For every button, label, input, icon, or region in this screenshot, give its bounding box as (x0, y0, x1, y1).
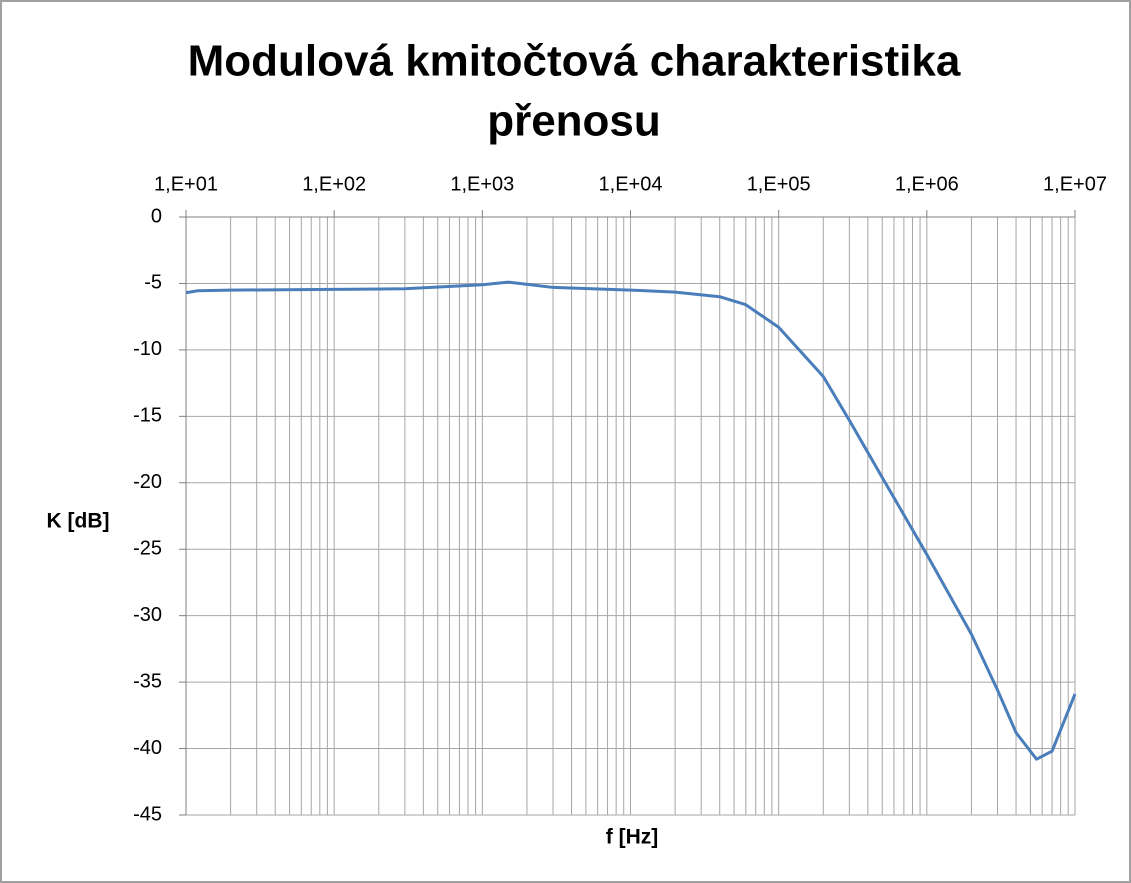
y-tick-label: -45 (133, 803, 162, 825)
y-tick-label: -15 (133, 405, 162, 427)
x-tick-label: 1,E+04 (599, 173, 663, 195)
y-tick-label: -5 (144, 272, 162, 294)
x-axis-label: f [Hz] (606, 826, 658, 849)
y-tick-label: -35 (133, 670, 162, 692)
chart-title: Modulová kmitočtová charakteristika (188, 37, 961, 86)
y-tick-label: -30 (133, 604, 162, 626)
data-line (185, 280, 1077, 761)
x-tick-label: 1,E+03 (450, 173, 514, 195)
y-axis-label: K [dB] (47, 510, 110, 533)
y-tick-label: -20 (133, 471, 162, 493)
y-tick-label: -10 (133, 338, 162, 360)
x-tick-label: 1,E+01 (154, 173, 218, 195)
y-tick-label: -25 (133, 538, 162, 560)
x-tick-label: 1,E+02 (302, 173, 366, 195)
y-tick-label: -40 (133, 737, 162, 759)
x-tick-label: 1,E+06 (895, 173, 959, 195)
chart-title: přenosu (487, 97, 661, 146)
x-tick-label: 1,E+07 (1043, 173, 1107, 195)
y-tick-label: 0 (151, 205, 162, 227)
x-tick-label: 1,E+05 (747, 173, 811, 195)
